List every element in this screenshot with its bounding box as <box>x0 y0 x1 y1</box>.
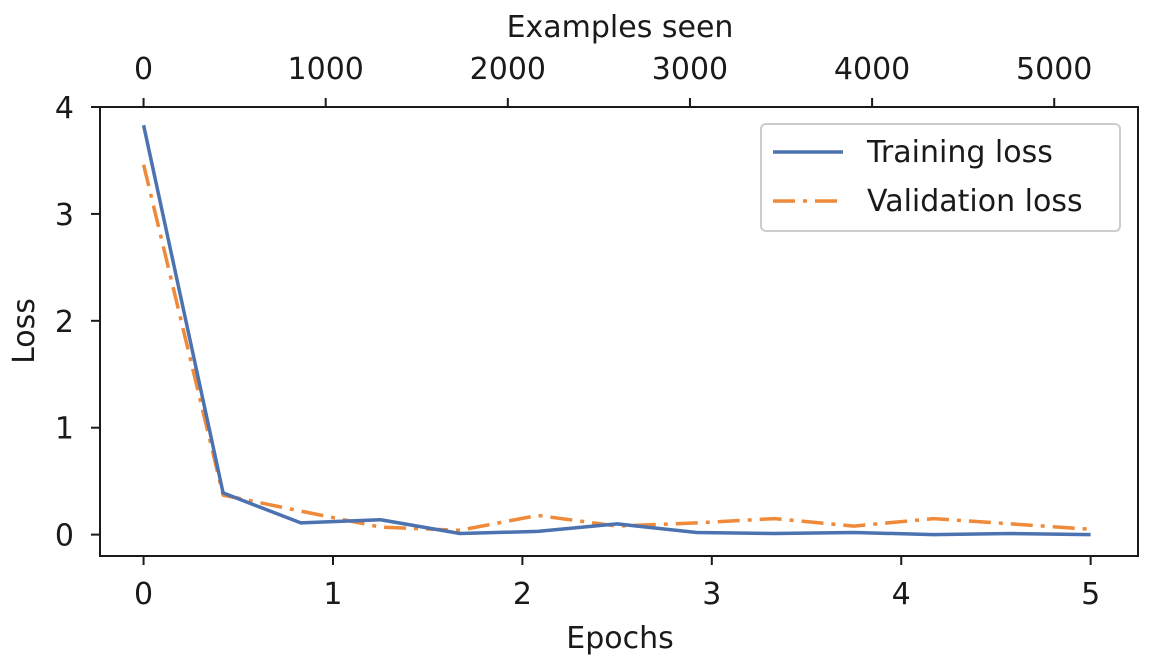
x-tick-label: 1 <box>323 577 342 612</box>
x2-tick-label: 0 <box>134 52 153 87</box>
x-tick-label: 0 <box>134 577 153 612</box>
y-tick-label: 3 <box>55 198 74 233</box>
x-axis-label: Epochs <box>566 621 674 656</box>
x-tick-label: 4 <box>892 577 911 612</box>
y-tick-label: 2 <box>55 305 74 340</box>
y-axis-label: Loss <box>7 298 42 364</box>
plot-area <box>141 124 1091 537</box>
legend-label: Training loss <box>866 135 1053 170</box>
axes: 0 1 2 3 4 5 0 1000 2000 3000 4000 5000 0 1 2 3 4 <box>55 52 1139 612</box>
y-tick-label: 4 <box>55 91 74 126</box>
training-loss-line <box>141 124 1091 537</box>
x-tick-label: 3 <box>702 577 721 612</box>
y-tick-label: 1 <box>55 412 74 447</box>
legend-box <box>760 123 1121 232</box>
x-tick-label: 5 <box>1081 577 1100 612</box>
plot-frame <box>99 106 1139 557</box>
y-tick-label: 0 <box>55 519 74 554</box>
x2-tick-label: 5000 <box>1016 52 1092 87</box>
x2-tick-label: 2000 <box>470 52 546 87</box>
validation-loss-line <box>141 164 1091 533</box>
legend: Training loss Validation loss <box>760 123 1121 232</box>
x2-tick-label: 4000 <box>834 52 910 87</box>
x2-tick-label: 3000 <box>652 52 728 87</box>
x2-tick-label: 1000 <box>288 52 364 87</box>
x-tick-label: 2 <box>513 577 532 612</box>
top-x-axis-label: Examples seen <box>507 10 734 45</box>
legend-label: Validation loss <box>867 184 1083 219</box>
